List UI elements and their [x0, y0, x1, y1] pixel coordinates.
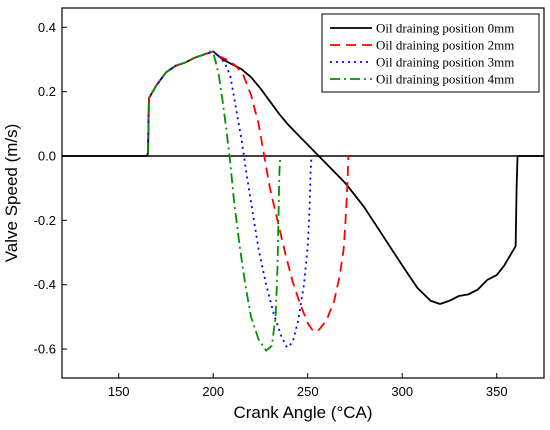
legend-label-2: Oil draining position 3mm — [376, 55, 514, 70]
x-tick-label: 250 — [297, 384, 319, 399]
legend-label-3: Oil draining position 4mm — [376, 72, 514, 87]
series-line-2 — [147, 50, 313, 349]
legend-label-1: Oil draining position 2mm — [376, 38, 514, 53]
series-line-3 — [147, 50, 282, 352]
y-axis-ticks: -0.6 -0.4 -0.2 0.0 0.2 0.4 — [34, 20, 67, 357]
y-tick-label: 0.0 — [38, 149, 56, 164]
series-line-1 — [147, 50, 350, 333]
series-layer — [62, 50, 544, 352]
x-tick-label: 350 — [486, 384, 508, 399]
plot-frame — [61, 7, 545, 379]
x-axis-label: Crank Angle (°CA) — [233, 403, 372, 422]
y-axis-label: Valve Speed (m/s) — [2, 124, 21, 263]
y-tick-label: -0.6 — [34, 342, 56, 357]
y-tick-label: 0.4 — [38, 20, 56, 35]
y-tick-label: -0.4 — [34, 277, 56, 292]
legend-label-0: Oil draining position 0mm — [376, 21, 514, 36]
y-tick-label: 0.2 — [38, 84, 56, 99]
x-tick-label: 150 — [108, 384, 130, 399]
x-tick-label: 300 — [391, 384, 413, 399]
x-axis-ticks: 150 200 250 300 350 — [108, 373, 508, 399]
y-tick-label: -0.2 — [34, 213, 56, 228]
x-tick-label: 200 — [202, 384, 224, 399]
legend: Oil draining position 0mm Oil draining po… — [321, 13, 540, 93]
